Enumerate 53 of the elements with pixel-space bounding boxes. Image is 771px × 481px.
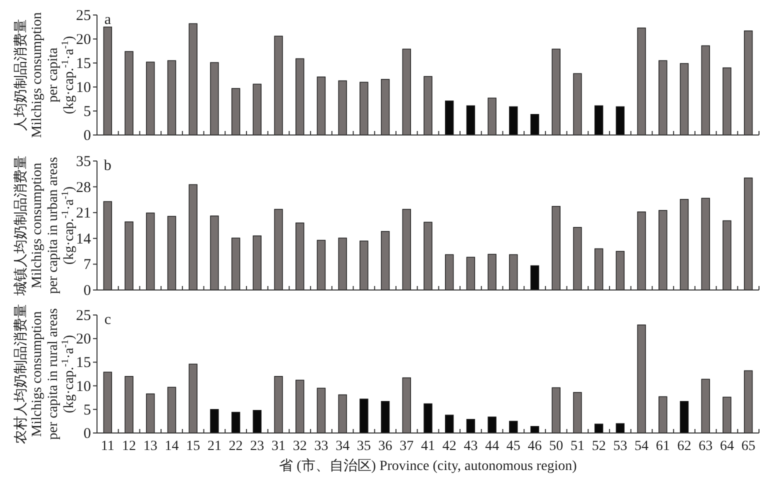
x-tick-label: 42 xyxy=(442,439,456,454)
y-tick-label: 25 xyxy=(76,308,91,324)
x-tick-label: 12 xyxy=(122,439,136,454)
y-tick-label: 10 xyxy=(76,80,91,96)
x-tick-label: 46 xyxy=(528,439,542,454)
x-tick-label: 23 xyxy=(250,439,264,454)
annotation: b xyxy=(104,158,112,174)
y-tick-label: 5 xyxy=(84,104,91,120)
x-tick-label: 15 xyxy=(186,439,200,454)
x-tick-label: 31 xyxy=(272,439,286,454)
y-tick-label: 21 xyxy=(76,206,91,222)
x-tick-label: 21 xyxy=(207,439,222,454)
x-tick-label: 44 xyxy=(485,439,500,454)
x-tick-label: 14 xyxy=(164,439,179,454)
x-tick-label: 62 xyxy=(677,439,692,454)
x-tick-label: 43 xyxy=(464,439,478,454)
y-tick-label: 0 xyxy=(84,283,91,299)
x-tick-label: 36 xyxy=(378,439,392,454)
x-tick-label: 65 xyxy=(741,439,756,454)
y-tick-label: 15 xyxy=(76,56,91,72)
y-tick-label: 5 xyxy=(84,402,91,418)
x-tick-label: 61 xyxy=(656,439,670,454)
x-tick-label: 33 xyxy=(314,439,328,454)
y-tick-label: 14 xyxy=(76,231,92,248)
x-tick-label: 41 xyxy=(421,439,435,454)
x-tick-label: 34 xyxy=(336,439,350,454)
x-tick-label: 53 xyxy=(613,439,628,454)
y-tick-label: 0 xyxy=(84,128,91,144)
x-tick-label: 63 xyxy=(698,439,713,454)
y-tick-label: 35 xyxy=(76,154,91,170)
x-tick-label: 52 xyxy=(592,439,606,454)
x-tick-label: 54 xyxy=(634,439,649,454)
x-tick-label: 51 xyxy=(570,439,584,454)
y-tick-label: 15 xyxy=(76,355,91,372)
x-tick-label: 35 xyxy=(356,439,371,454)
x-tick-label: 13 xyxy=(143,439,158,454)
x-tick-label: 22 xyxy=(228,439,243,454)
x-tick-label: 50 xyxy=(549,439,564,454)
x-tick-label: 37 xyxy=(400,439,414,454)
y-tick-label: 20 xyxy=(76,32,91,48)
y-tick-label: 25 xyxy=(76,8,91,24)
x-tick-label: 32 xyxy=(292,439,307,454)
y-tick-label: 28 xyxy=(76,180,91,196)
y-tick-label: 0 xyxy=(84,426,91,442)
x-tick-label: 45 xyxy=(506,439,520,454)
y-tick-label: 7 xyxy=(84,257,92,274)
annotation: a xyxy=(104,12,112,28)
x-tick-label: 11 xyxy=(100,439,114,454)
y-tick-label: 20 xyxy=(76,332,91,348)
annotation: c xyxy=(104,312,112,328)
y-tick-label: 10 xyxy=(76,378,91,395)
x-axis-title: 省 (市、自治区) Province (city, autonomous region) xyxy=(279,458,578,474)
x-tick-label: 64 xyxy=(720,439,734,454)
